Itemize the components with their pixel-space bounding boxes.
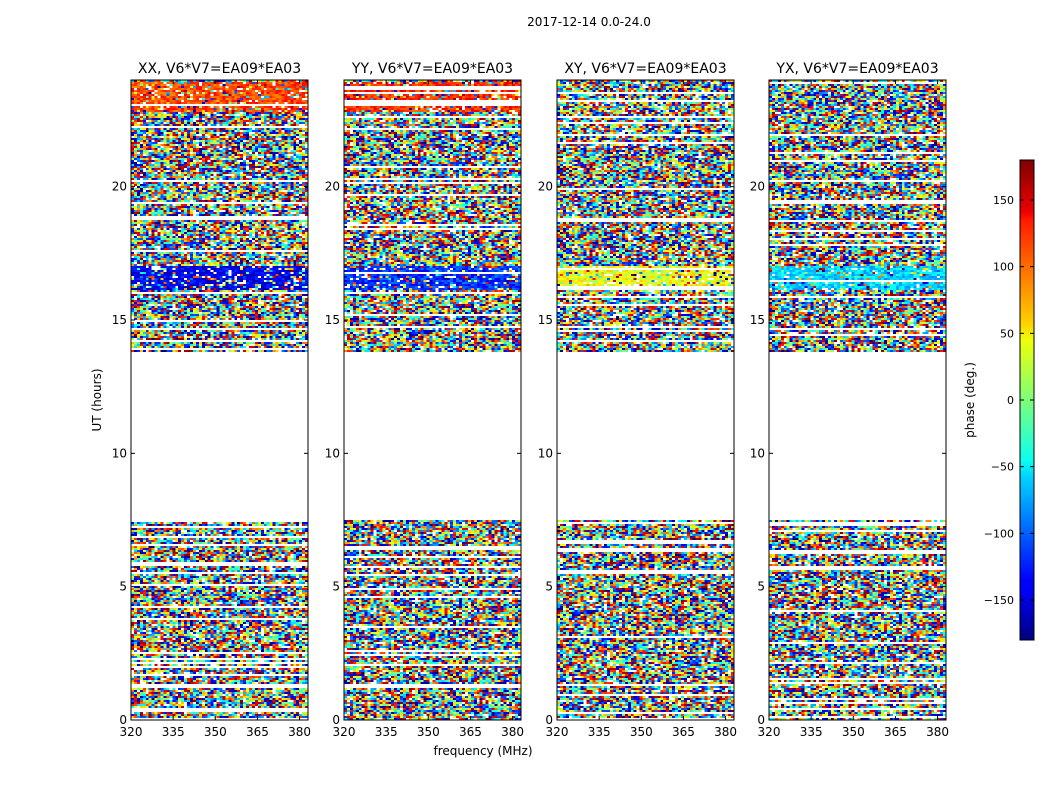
figure-title: 2017-12-14 0.0-24.0	[527, 15, 651, 29]
y-tick-label: 10	[538, 446, 553, 460]
x-tick-label: 380	[714, 725, 737, 739]
colorbar-tick-label: 100	[993, 261, 1014, 274]
x-tick-label: 335	[588, 725, 611, 739]
x-tick-label: 350	[842, 725, 865, 739]
panel-frame	[343, 79, 522, 721]
panel-frame	[556, 79, 735, 721]
x-tick-label: 365	[246, 725, 269, 739]
y-tick-label: 5	[545, 580, 553, 594]
y-tick-label: 15	[538, 313, 553, 327]
colorbar-tick-label: 50	[1000, 327, 1014, 340]
y-tick-label: 15	[112, 313, 127, 327]
y-tick-label: 20	[538, 180, 553, 194]
y-tick-label: 5	[757, 580, 765, 594]
x-tick-label: 380	[926, 725, 949, 739]
x-tick-label: 380	[501, 725, 524, 739]
colorbar-label: phase (deg.)	[963, 362, 977, 438]
panel-4: YX, V6*V7=EA09*EA03 320 335 350 365 380 0 5 10 15…	[750, 61, 949, 739]
phase-heatmap	[769, 80, 946, 720]
y-tick-label: 15	[750, 313, 765, 327]
panel-title: XY, V6*V7=EA09*EA03	[564, 61, 726, 77]
x-tick-label: 350	[630, 725, 653, 739]
phase-heatmap	[557, 80, 734, 720]
panels: XX, V6*V7=EA09*EA03 320 335 350 365 380 0 5 10 15…	[112, 61, 949, 739]
y-tick-label: 0	[545, 713, 553, 727]
y-tick-label: 20	[325, 180, 340, 194]
x-tick-label: 320	[546, 725, 569, 739]
panel-frame	[130, 79, 309, 721]
y-tick-label: 15	[325, 313, 340, 327]
x-tick-label: 335	[375, 725, 398, 739]
panel-frame	[768, 79, 947, 721]
colorbar-tick-label: −100	[984, 527, 1014, 540]
y-tick-label: 20	[112, 180, 127, 194]
x-tick-label: 350	[417, 725, 440, 739]
colorbar: 150 100 50 0 −50 −100 −150 phase (deg.)	[963, 159, 1035, 641]
phase-heatmap	[344, 80, 521, 720]
x-tick-label: 320	[333, 725, 356, 739]
y-axis-label: UT (hours)	[90, 368, 104, 431]
y-tick-label: 10	[750, 446, 765, 460]
x-tick-label: 350	[204, 725, 227, 739]
x-tick-label: 335	[162, 725, 185, 739]
y-tick-label: 10	[112, 446, 127, 460]
y-tick-label: 10	[325, 446, 340, 460]
x-tick-label: 365	[884, 725, 907, 739]
colorbar-tick-label: 0	[1007, 394, 1014, 407]
panel-2: YY, V6*V7=EA09*EA03 320 335 350 365 380 0 5 10 15…	[325, 61, 524, 739]
x-tick-label: 320	[120, 725, 143, 739]
y-tick-label: 0	[757, 713, 765, 727]
y-tick-label: 20	[750, 180, 765, 194]
x-tick-label: 380	[288, 725, 311, 739]
panel-3: XY, V6*V7=EA09*EA03 320 335 350 365 380 0 5 10 15…	[538, 61, 737, 739]
colorbar-tick-label: −150	[984, 594, 1014, 607]
panel-1: XX, V6*V7=EA09*EA03 320 335 350 365 380 0 5 10 15…	[112, 61, 311, 739]
panel-title: XX, V6*V7=EA09*EA03	[138, 61, 301, 77]
phase-heatmap	[131, 80, 308, 720]
panel-title: YX, V6*V7=EA09*EA03	[775, 61, 938, 77]
y-tick-label: 5	[119, 580, 127, 594]
y-tick-label: 5	[332, 580, 340, 594]
x-tick-label: 320	[758, 725, 781, 739]
x-tick-label: 335	[800, 725, 823, 739]
x-axis-label: frequency (MHz)	[433, 744, 532, 758]
y-tick-label: 0	[119, 713, 127, 727]
colorbar-tick-label: 150	[993, 194, 1014, 207]
x-tick-label: 365	[459, 725, 482, 739]
y-tick-label: 0	[332, 713, 340, 727]
panel-title: YY, V6*V7=EA09*EA03	[351, 61, 513, 77]
colorbar-tick-label: −50	[991, 461, 1014, 474]
x-tick-label: 365	[672, 725, 695, 739]
